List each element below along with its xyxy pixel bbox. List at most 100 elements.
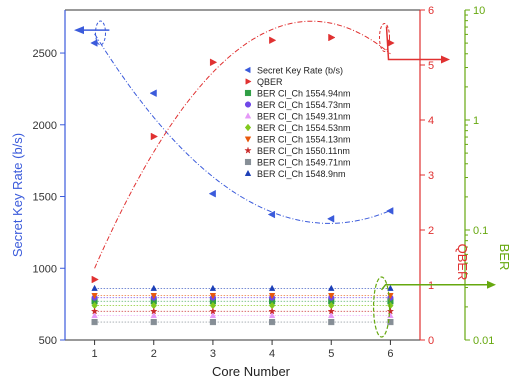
x-tick-label: 3 — [210, 348, 216, 360]
data-point-series-0 — [326, 214, 335, 223]
data-point-series-7 — [209, 307, 217, 315]
legend-label: BER Cl_Ch 1548.9nm — [257, 169, 346, 179]
data-point-series-1 — [328, 33, 336, 42]
x-tick-label: 1 — [92, 348, 98, 360]
skr-fit-curve — [94, 33, 391, 224]
left-tick-label: 2000 — [33, 120, 57, 132]
fit-curves — [94, 20, 391, 269]
data-point-series-9 — [327, 284, 335, 291]
data-point-series-9 — [91, 284, 98, 291]
legend-label: BER Cl_Ch 1554.73nm — [257, 100, 351, 110]
legend-label: BER Cl_Ch 1554.94nm — [257, 89, 351, 99]
data-point-series-7 — [268, 307, 276, 315]
data-point-series-6 — [150, 293, 158, 300]
left-tick-label: 1000 — [33, 263, 57, 275]
legend-label: BER Cl_Ch 1550.11nm — [257, 146, 350, 156]
left-tick-label: 500 — [39, 335, 57, 347]
plot-frame — [65, 9, 420, 341]
legend-marker-6 — [244, 136, 252, 143]
data-point-series-4 — [209, 311, 217, 319]
data-point-series-7 — [90, 307, 99, 315]
left-axis-label: Secret Key Rate (b/s) — [10, 133, 25, 257]
data-point-series-8 — [328, 319, 335, 326]
qber-tick-label: 4 — [428, 115, 434, 127]
qber-tick-label: 0 — [428, 335, 434, 347]
skr-highlight-ellipse — [95, 20, 106, 46]
legend-label: QBER — [257, 77, 283, 87]
ber-tick-label: 10 — [473, 5, 485, 17]
data-point-series-9 — [209, 284, 217, 291]
data-markers — [90, 33, 395, 326]
data-point-series-6 — [268, 293, 276, 300]
data-point-series-1 — [209, 58, 218, 67]
left-y-axis: 500 1000 1500 2000 2500 — [33, 10, 66, 347]
legend-marker-8 — [244, 158, 252, 166]
left-tick-label: 1500 — [33, 192, 57, 204]
legend-label: BER Cl_Ch 1554.53nm — [257, 123, 351, 133]
data-point-series-6 — [91, 293, 98, 300]
x-tick-label: 6 — [387, 348, 393, 360]
qber-tick-label: 2 — [428, 225, 434, 237]
data-point-series-8 — [387, 319, 394, 326]
ber-y-axis: 0.01 0.1 1 10 — [464, 5, 494, 347]
legend-label: Secret Key Rate (b/s) — [257, 66, 343, 76]
ber-highlight-ellipse — [372, 276, 391, 338]
x-axis: 1 2 3 4 5 6 — [92, 340, 393, 360]
data-point-series-0 — [267, 210, 276, 219]
qber-tick-label: 1 — [428, 280, 434, 292]
legend-marker-5 — [244, 123, 252, 132]
ber-tick-label: 0.01 — [473, 335, 494, 347]
data-point-series-4 — [150, 311, 158, 319]
ber-tick-label: 0.1 — [473, 225, 488, 237]
qber-arrow-head — [441, 55, 450, 64]
legend-marker-2 — [244, 89, 252, 97]
qber-tick-label: 3 — [428, 170, 434, 182]
legend-marker-4 — [244, 112, 252, 119]
qber-y-axis: 0 1 2 3 4 5 6 — [419, 5, 434, 347]
ber-arrow-head — [487, 280, 496, 289]
data-point-series-4 — [268, 311, 276, 319]
x-tick-label: 5 — [328, 348, 334, 360]
data-point-series-1 — [269, 36, 277, 45]
legend-marker-0 — [244, 66, 251, 74]
data-point-series-9 — [150, 284, 158, 291]
data-point-series-8 — [269, 319, 276, 326]
qber-arrow-line — [385, 26, 442, 61]
data-point-series-7 — [149, 307, 158, 315]
legend-marker-7 — [244, 146, 252, 154]
data-point-series-8 — [209, 319, 216, 326]
ber-reference-lines — [94, 287, 391, 323]
data-point-series-9 — [268, 284, 276, 291]
data-point-series-7 — [386, 307, 395, 315]
qber-tick-label: 6 — [428, 5, 434, 17]
data-point-series-1 — [150, 132, 159, 141]
legend-label: BER Cl_Ch 1549.31nm — [257, 112, 351, 122]
ber-tick-label: 1 — [473, 115, 479, 127]
data-point-series-8 — [150, 319, 157, 326]
legend-marker-9 — [244, 169, 252, 176]
data-point-series-6 — [209, 293, 217, 300]
data-point-series-0 — [386, 207, 394, 215]
x-tick-label: 2 — [151, 348, 157, 360]
data-point-series-4 — [91, 311, 98, 319]
qber-highlight-ellipse — [379, 23, 390, 52]
data-point-series-7 — [327, 307, 336, 315]
ber-arrow-line — [380, 284, 488, 291]
qber-axis-label: QBER — [455, 244, 470, 281]
qber-fit-curve — [94, 20, 391, 269]
data-point-series-0 — [208, 189, 216, 198]
data-point-series-6 — [327, 293, 335, 300]
data-point-series-4 — [327, 311, 335, 319]
qber-tick-label: 5 — [428, 60, 434, 72]
legend-label: BER Cl_Ch 1554.13nm — [257, 135, 351, 145]
x-tick-label: 4 — [269, 348, 275, 360]
data-point-series-9 — [387, 284, 394, 291]
legend-label: BER Cl_Ch 1549.71nm — [257, 158, 351, 168]
legend: Secret Key Rate (b/s)QBER BER Cl_Ch 1554.… — [244, 66, 351, 179]
left-tick-label: 2500 — [33, 48, 57, 60]
legend-marker-1 — [245, 78, 252, 85]
data-point-series-8 — [91, 319, 98, 326]
skr-arrow-head — [74, 26, 84, 35]
legend-marker-3 — [244, 101, 252, 108]
